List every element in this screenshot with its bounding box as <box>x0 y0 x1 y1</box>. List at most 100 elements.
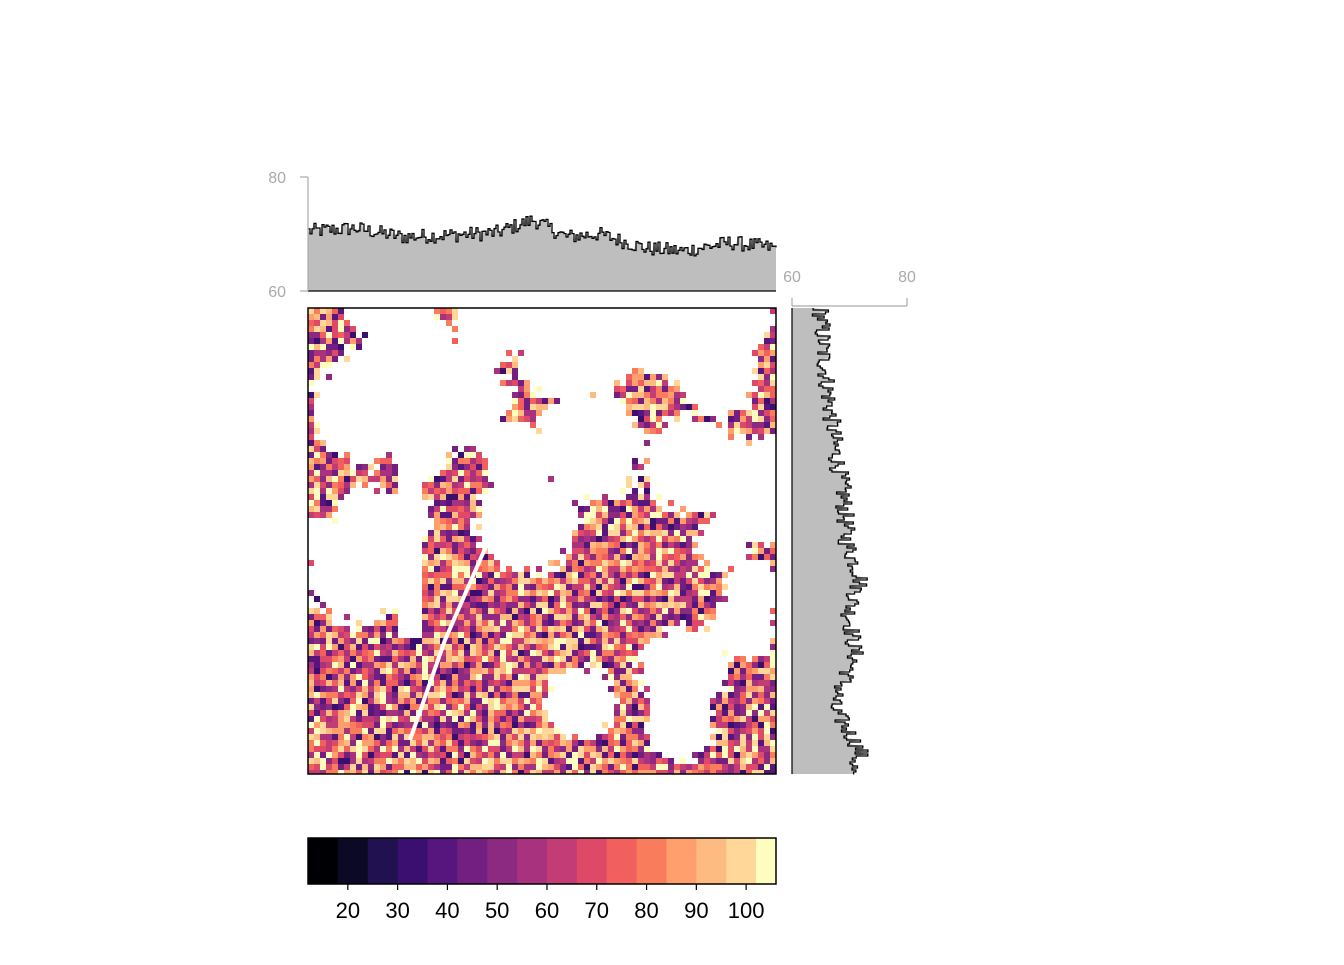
raster-cell <box>536 566 542 572</box>
raster-cell <box>734 410 740 416</box>
raster-cell <box>632 740 638 746</box>
raster-cell <box>458 530 464 536</box>
raster-cell <box>506 626 512 632</box>
raster-cell <box>476 758 482 764</box>
raster-cell <box>536 770 542 774</box>
raster-cell <box>380 734 386 740</box>
raster-cell <box>488 746 494 752</box>
raster-cell <box>482 656 488 662</box>
raster-cell <box>344 692 350 698</box>
raster-cell <box>482 608 488 614</box>
raster-cell <box>596 548 602 554</box>
raster-cell <box>692 626 698 632</box>
raster-cell <box>560 668 566 674</box>
raster-cell <box>644 614 650 620</box>
raster-cell <box>596 632 602 638</box>
raster-cell <box>644 566 650 572</box>
raster-cell <box>494 740 500 746</box>
raster-cell <box>674 566 680 572</box>
raster-cell <box>584 566 590 572</box>
raster-cell <box>452 710 458 716</box>
raster-cell <box>494 578 500 584</box>
raster-cell <box>428 512 434 518</box>
raster-cell <box>728 746 734 752</box>
raster-cell <box>338 704 344 710</box>
raster-cell <box>758 422 764 428</box>
raster-cell <box>314 764 320 770</box>
raster-cell <box>308 560 314 566</box>
raster-cell <box>506 368 512 374</box>
raster-cell <box>488 758 494 764</box>
raster-cell <box>422 608 428 614</box>
raster-cell <box>674 578 680 584</box>
raster-cell <box>452 470 458 476</box>
raster-cell <box>728 662 734 668</box>
raster-cell <box>752 548 758 554</box>
raster-cell <box>674 614 680 620</box>
raster-cell <box>740 674 746 680</box>
raster-cell <box>638 404 644 410</box>
raster-cell <box>440 524 446 530</box>
raster-cell <box>518 716 524 722</box>
raster-cell <box>662 392 668 398</box>
raster-cell <box>506 350 512 356</box>
raster-cell <box>350 686 356 692</box>
raster-cell <box>494 656 500 662</box>
raster-cell <box>470 704 476 710</box>
raster-cell <box>662 410 668 416</box>
raster-cell <box>470 698 476 704</box>
raster-cell <box>716 728 722 734</box>
raster-cell <box>638 734 644 740</box>
raster-cell <box>344 458 350 464</box>
raster-cell <box>608 674 614 680</box>
raster-cell <box>620 596 626 602</box>
raster-cell <box>374 674 380 680</box>
raster-cell <box>578 590 584 596</box>
raster-cell <box>356 734 362 740</box>
raster-cell <box>308 410 314 416</box>
raster-cell <box>626 608 632 614</box>
raster-cell <box>554 584 560 590</box>
raster-cell <box>356 338 362 344</box>
raster-cell <box>632 506 638 512</box>
raster-cell <box>482 464 488 470</box>
raster-cell <box>710 416 716 422</box>
raster-cell <box>374 626 380 632</box>
raster-cell <box>476 614 482 620</box>
raster-cell <box>692 560 698 566</box>
raster-cell <box>494 566 500 572</box>
raster-cell <box>590 524 596 530</box>
raster-cell <box>470 584 476 590</box>
raster-cell <box>530 620 536 626</box>
raster-cell <box>530 764 536 770</box>
raster-cell <box>548 752 554 758</box>
raster-cell <box>734 722 740 728</box>
raster-cell <box>674 398 680 404</box>
raster-cell <box>314 326 320 332</box>
raster-cell <box>434 482 440 488</box>
raster-cell <box>590 548 596 554</box>
raster-cell <box>446 554 452 560</box>
raster-cell <box>656 404 662 410</box>
raster-cell <box>608 668 614 674</box>
raster-cell <box>500 620 506 626</box>
raster-cell <box>434 566 440 572</box>
raster-cell <box>308 332 314 338</box>
raster-cell <box>404 752 410 758</box>
raster-cell <box>608 596 614 602</box>
raster-cell <box>716 716 722 722</box>
raster-cell <box>674 380 680 386</box>
raster-cell <box>554 746 560 752</box>
raster-cell <box>320 452 326 458</box>
raster-cell <box>596 608 602 614</box>
raster-cell <box>476 482 482 488</box>
raster-cell <box>482 554 488 560</box>
raster-cell <box>398 716 404 722</box>
raster-cell <box>392 476 398 482</box>
raster-cell <box>770 656 776 662</box>
raster-cell <box>578 512 584 518</box>
raster-cell <box>632 626 638 632</box>
raster-cell <box>362 644 368 650</box>
raster-cell <box>458 680 464 686</box>
raster-cell <box>470 512 476 518</box>
